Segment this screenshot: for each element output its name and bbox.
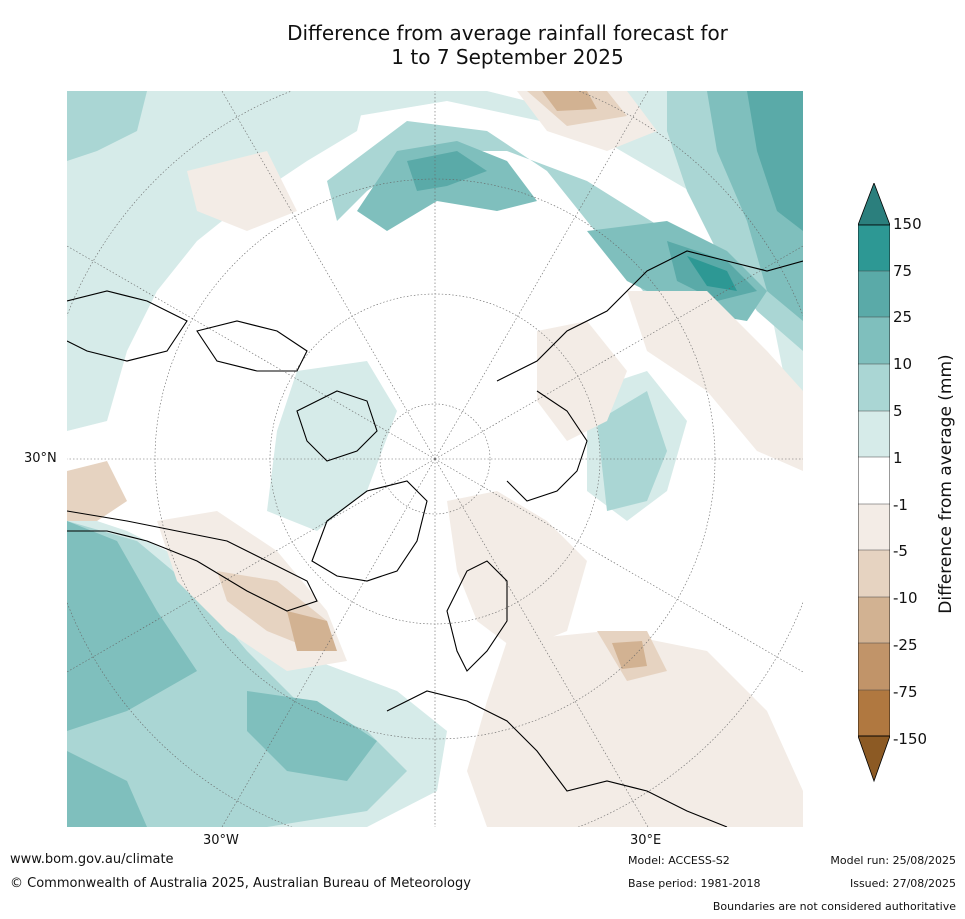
alaska-coast <box>196 320 308 372</box>
anomaly-region-strong-teal <box>67 521 197 731</box>
anomaly-region-brown <box>287 611 337 651</box>
title-line-1: Difference from average rainfall forecas… <box>287 21 728 45</box>
anomaly-region-light-teal <box>327 91 803 471</box>
disclaimer-text: Boundaries are not considered authoritat… <box>712 900 956 913</box>
colorbar-tick: 25 <box>893 308 913 326</box>
anomaly-region-light-brown <box>447 491 587 651</box>
model-run-text: Model run: 25/08/2025 <box>830 854 956 867</box>
colorbar-tick: 10 <box>893 355 913 373</box>
colorbar-tick: 150 <box>893 215 922 233</box>
coastlines <box>67 250 803 827</box>
colorbar-tick: -5 <box>893 542 908 560</box>
colorbar-tick: -75 <box>893 683 918 701</box>
colorbar-tick: 1 <box>893 449 903 467</box>
longitude-label-30e: 30°E <box>630 833 662 848</box>
title-line-2: 1 to 7 September 2025 <box>391 45 624 69</box>
scandinavia-coast <box>446 560 508 672</box>
anomaly-region-light-teal <box>267 361 397 531</box>
colorbar-tick: 5 <box>893 402 903 420</box>
colorbar-bin <box>858 271 890 317</box>
anomaly-region-brown <box>612 641 647 669</box>
colorbar-bin <box>858 225 890 271</box>
anomaly-region-brown <box>67 461 127 521</box>
anomaly-region-very-dark-teal <box>687 256 737 291</box>
colorbar-tick: -1 <box>893 496 908 514</box>
colorbar-bin <box>858 550 890 597</box>
base-period-text: Base period: 1981-2018 <box>628 877 761 890</box>
colorbar-tick: -10 <box>893 589 918 607</box>
longitude-label-30w: 30°W <box>203 833 239 848</box>
europe-coast <box>386 690 728 827</box>
colorbar-ticks: 150 75 25 10 5 1 -1 -5 -10 -25 -75 -150 <box>893 0 953 919</box>
colorbar-bin <box>858 504 890 550</box>
colorbar-bin <box>858 597 890 643</box>
colorbar-bin <box>858 411 890 457</box>
anomaly-region-dark-teal <box>747 91 803 231</box>
anomaly-region-teal <box>597 391 667 511</box>
map-title: Difference from average rainfall forecas… <box>180 21 835 69</box>
latitude-label-30n: 30°N <box>24 451 57 466</box>
colorbar-tick: 75 <box>893 262 913 280</box>
colorbar-bin <box>858 364 890 411</box>
anomaly-region-strong-teal <box>247 691 377 781</box>
anomaly-region-dark-teal <box>407 151 487 191</box>
colorbar-bin <box>858 643 890 690</box>
colorbar-bin <box>858 690 890 736</box>
anomaly-region-brown <box>542 91 597 111</box>
greenland-coast <box>311 480 428 582</box>
colorbar <box>857 181 891 783</box>
russia-arctic-coast <box>506 390 588 502</box>
colorbar-bin <box>858 457 890 504</box>
colorbar-extend-top <box>857 181 891 226</box>
rainfall-anomaly-map <box>67 91 803 827</box>
anomaly-region-strong-teal <box>67 751 147 827</box>
model-text: Model: ACCESS-S2 <box>628 854 730 867</box>
colorbar-bin <box>858 317 890 364</box>
anomaly-region-light-teal <box>67 91 367 431</box>
siberia-coast <box>496 250 803 382</box>
anomaly-region-light-brown <box>467 631 803 827</box>
arctic-islands <box>296 390 378 462</box>
copyright-text: © Commonwealth of Australia 2025, Austra… <box>10 876 471 891</box>
canada-arctic-coast <box>67 290 188 362</box>
issued-text: Issued: 27/08/2025 <box>849 877 956 890</box>
anomaly-region-teal <box>67 91 147 161</box>
anomaly-region-light-brown <box>627 291 803 471</box>
colorbar-label: Difference from average (mm) <box>936 354 956 614</box>
colorbar-tick: -25 <box>893 636 918 654</box>
colorbar-extend-bottom <box>857 735 891 783</box>
graticule <box>67 91 803 827</box>
north-america-coast <box>67 510 318 612</box>
website-link[interactable]: www.bom.gov.au/climate <box>10 852 174 867</box>
colorbar-tick: -150 <box>893 730 928 748</box>
anomaly-region-light-brown <box>187 151 297 231</box>
